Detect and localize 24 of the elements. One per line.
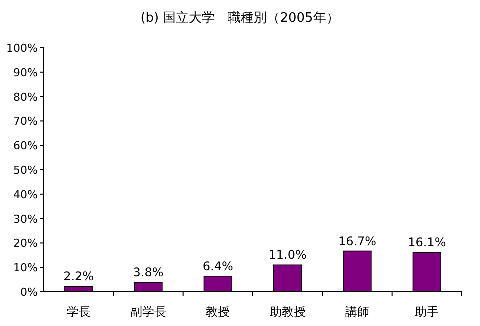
y-tick-label: 0% xyxy=(20,286,38,299)
data-label: 16.7% xyxy=(338,234,377,248)
y-tick-label: 60% xyxy=(14,140,38,153)
y-tick-label: 70% xyxy=(14,115,38,128)
data-label: 16.1% xyxy=(408,236,446,250)
x-tick-label: 助手 xyxy=(415,305,440,319)
data-label: 3.8% xyxy=(133,266,164,280)
chart-title: (b) 国立大学 職種別（2005年） xyxy=(140,10,340,26)
y-tick-label: 90% xyxy=(14,66,38,80)
y-tick-label: 100% xyxy=(6,42,38,55)
x-tick-label: 教授 xyxy=(206,305,230,319)
y-tick-label: 40% xyxy=(14,188,38,202)
x-tick-label: 副学長 xyxy=(130,305,166,319)
y-tick-label: 80% xyxy=(14,90,38,104)
data-label: 6.4% xyxy=(202,259,234,274)
y-tick-label: 10% xyxy=(14,262,38,275)
data-label: 2.2% xyxy=(64,270,94,284)
data-label: 11.0% xyxy=(268,248,307,262)
x-tick-label: 学長 xyxy=(66,305,91,319)
y-tick-label: 50% xyxy=(14,164,38,177)
y-tick-label: 20% xyxy=(14,237,38,250)
x-tick-label: 助教授 xyxy=(270,305,306,319)
y-tick-label: 30% xyxy=(14,212,38,226)
x-tick-label: 講師 xyxy=(346,305,370,319)
